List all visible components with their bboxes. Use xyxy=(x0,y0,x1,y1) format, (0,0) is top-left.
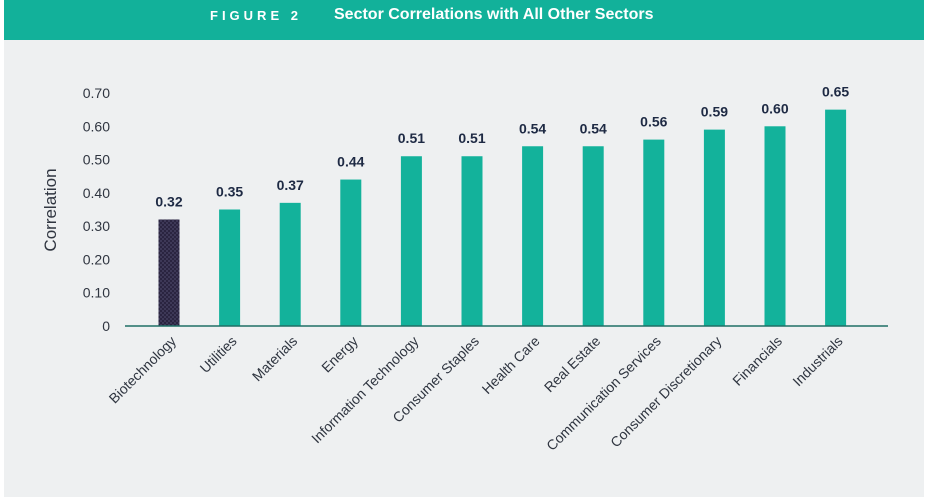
data-label: 0.60 xyxy=(761,100,788,116)
bar xyxy=(643,139,665,326)
data-label: 0.51 xyxy=(458,130,485,146)
y-tick-label: 0.40 xyxy=(83,185,110,201)
category-label: Real Estate xyxy=(541,333,604,396)
y-tick-label: 0 xyxy=(102,318,110,334)
bar xyxy=(400,156,422,326)
category-label: Biotechnology xyxy=(106,333,180,407)
data-label: 0.54 xyxy=(580,120,607,136)
category-label: Information Technology xyxy=(308,333,421,446)
data-label: 0.51 xyxy=(398,130,425,146)
category-label: Consumer Discretionary xyxy=(607,333,725,451)
data-label: 0.37 xyxy=(277,177,304,193)
category-label: Health Care xyxy=(479,333,543,397)
data-label: 0.56 xyxy=(640,114,667,130)
y-tick-label: 0.60 xyxy=(83,118,110,134)
data-label: 0.54 xyxy=(519,120,546,136)
bar xyxy=(522,146,544,326)
y-tick-label: 0.10 xyxy=(83,285,110,301)
bar xyxy=(340,179,362,326)
bar xyxy=(825,109,847,327)
bar xyxy=(279,202,301,326)
bar xyxy=(703,129,725,326)
category-label: Materials xyxy=(249,333,300,384)
y-tick-label: 0.50 xyxy=(83,152,110,168)
category-label: Energy xyxy=(318,333,361,376)
category-label: Utilities xyxy=(196,333,239,376)
bar xyxy=(461,156,483,326)
category-label: Financials xyxy=(729,333,785,389)
y-axis-label: Correlation xyxy=(41,168,60,251)
y-tick-label: 0.70 xyxy=(83,85,110,101)
bar xyxy=(764,126,786,327)
data-label: 0.44 xyxy=(337,154,364,170)
figure-title: Sector Correlations with All Other Secto… xyxy=(334,6,654,23)
figure-label: FIGURE 2 xyxy=(210,8,302,23)
y-tick-label: 0.20 xyxy=(83,251,110,267)
bar xyxy=(219,209,241,326)
category-label: Communication Services xyxy=(543,333,664,454)
figure-banner xyxy=(4,0,924,40)
y-tick-label: 0.30 xyxy=(83,218,110,234)
bar xyxy=(158,219,180,326)
bar xyxy=(582,146,604,326)
category-label: Industrials xyxy=(789,333,845,389)
data-label: 0.59 xyxy=(701,104,728,120)
data-label: 0.65 xyxy=(822,84,849,100)
data-label: 0.32 xyxy=(155,193,182,209)
data-label: 0.35 xyxy=(216,184,243,200)
